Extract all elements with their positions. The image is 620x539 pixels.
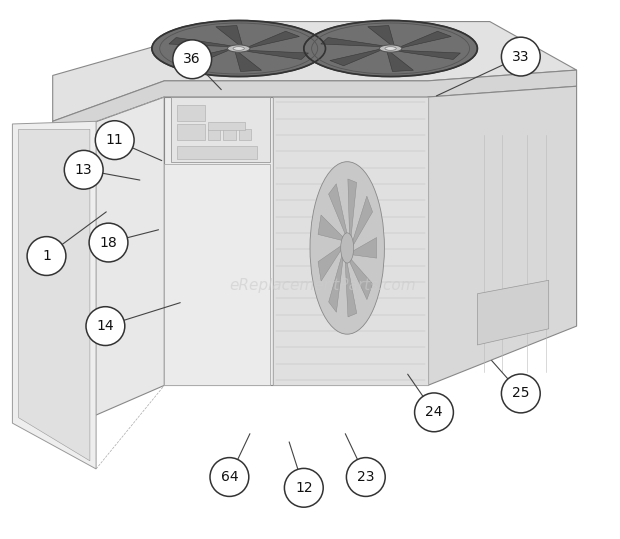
- Polygon shape: [223, 129, 236, 140]
- Ellipse shape: [233, 47, 244, 50]
- Polygon shape: [239, 129, 251, 140]
- Text: 13: 13: [75, 163, 92, 177]
- Polygon shape: [19, 129, 90, 461]
- Ellipse shape: [89, 223, 128, 262]
- Ellipse shape: [152, 20, 326, 77]
- Ellipse shape: [285, 468, 323, 507]
- Text: 23: 23: [357, 470, 374, 484]
- Ellipse shape: [502, 374, 540, 413]
- Ellipse shape: [379, 45, 402, 52]
- Polygon shape: [246, 31, 299, 49]
- Text: 36: 36: [184, 52, 201, 66]
- Text: 11: 11: [106, 133, 123, 147]
- Ellipse shape: [341, 233, 353, 263]
- Polygon shape: [348, 257, 373, 300]
- Ellipse shape: [415, 393, 453, 432]
- Ellipse shape: [502, 37, 540, 76]
- Polygon shape: [477, 280, 549, 345]
- Ellipse shape: [228, 45, 250, 52]
- Text: 14: 14: [97, 319, 114, 333]
- Text: eReplacementParts.com: eReplacementParts.com: [229, 278, 416, 293]
- Polygon shape: [273, 97, 428, 385]
- Polygon shape: [345, 257, 356, 317]
- Polygon shape: [53, 70, 577, 137]
- Polygon shape: [318, 215, 345, 241]
- Polygon shape: [170, 97, 270, 162]
- Polygon shape: [348, 179, 356, 241]
- Polygon shape: [321, 38, 387, 47]
- Ellipse shape: [304, 20, 477, 77]
- Polygon shape: [177, 146, 257, 159]
- Polygon shape: [164, 164, 270, 385]
- Text: 64: 64: [221, 470, 238, 484]
- Polygon shape: [169, 38, 235, 47]
- Text: 25: 25: [512, 386, 529, 400]
- Polygon shape: [387, 51, 414, 72]
- Polygon shape: [329, 184, 348, 238]
- Polygon shape: [235, 51, 262, 72]
- Text: 24: 24: [425, 405, 443, 419]
- Polygon shape: [242, 50, 309, 59]
- Polygon shape: [398, 31, 451, 49]
- Polygon shape: [273, 97, 428, 385]
- Polygon shape: [12, 121, 96, 469]
- Polygon shape: [53, 22, 577, 121]
- Polygon shape: [208, 122, 245, 130]
- Polygon shape: [178, 49, 231, 66]
- Ellipse shape: [95, 121, 134, 160]
- Text: 33: 33: [512, 50, 529, 64]
- Ellipse shape: [310, 162, 384, 334]
- Polygon shape: [177, 105, 205, 121]
- Polygon shape: [164, 97, 273, 385]
- Ellipse shape: [173, 40, 211, 79]
- Polygon shape: [318, 244, 343, 281]
- Polygon shape: [352, 196, 373, 248]
- Polygon shape: [368, 25, 394, 46]
- Polygon shape: [208, 129, 220, 140]
- Polygon shape: [351, 238, 376, 258]
- Text: 1: 1: [42, 249, 51, 263]
- Text: 12: 12: [295, 481, 312, 495]
- Ellipse shape: [86, 307, 125, 345]
- Polygon shape: [329, 252, 343, 312]
- Polygon shape: [177, 124, 205, 140]
- Ellipse shape: [347, 458, 385, 496]
- Ellipse shape: [385, 47, 396, 50]
- Text: 18: 18: [100, 236, 117, 250]
- Polygon shape: [216, 25, 242, 46]
- Ellipse shape: [210, 458, 249, 496]
- Ellipse shape: [64, 150, 103, 189]
- Polygon shape: [53, 97, 164, 434]
- Polygon shape: [428, 86, 577, 385]
- Ellipse shape: [27, 237, 66, 275]
- Polygon shape: [394, 50, 461, 59]
- Polygon shape: [330, 49, 383, 66]
